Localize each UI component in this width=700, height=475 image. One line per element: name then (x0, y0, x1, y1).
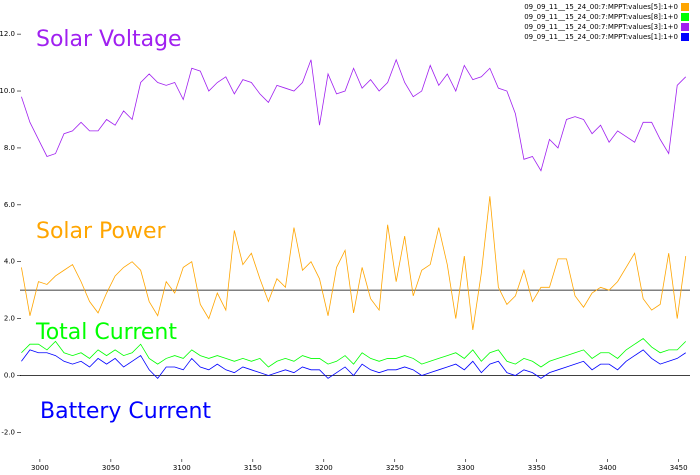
x-tick-label: 3150 (244, 464, 262, 472)
y-tick-label: 12.0 (0, 30, 15, 38)
y-tick-label: 0.0 (4, 372, 15, 380)
y-tick-label: 2.0 (4, 315, 15, 323)
legend-label: 09_09_11__15_24_00:7:MPPT:values[8]:1+0 (524, 13, 678, 21)
x-tick-label: 3000 (31, 464, 49, 472)
annotation: Solar Voltage (36, 27, 182, 52)
x-tick-label: 3400 (599, 464, 617, 472)
series-line (21, 196, 687, 331)
y-tick-label: 8.0 (4, 144, 15, 152)
x-tick-label: 3100 (173, 464, 191, 472)
x-tick-label: 3450 (670, 464, 688, 472)
x-tick-label: 3050 (102, 464, 120, 472)
annotation: Battery Current (40, 399, 211, 424)
legend-swatch (681, 3, 689, 11)
x-tick-label: 3300 (457, 464, 475, 472)
series-line (21, 338, 687, 368)
series-line (21, 58, 687, 172)
x-tick-label: 3200 (315, 464, 333, 472)
series-line (21, 349, 686, 379)
legend-swatch (681, 33, 689, 41)
y-tick-label: 10.0 (0, 87, 15, 95)
legend-swatch (681, 23, 689, 31)
x-tick-label: 3350 (528, 464, 546, 472)
legend-label: 09_09_11__15_24_00:7:MPPT:values[3]:1+0 (524, 23, 678, 31)
x-tick-label: 3250 (386, 464, 404, 472)
y-tick-label: 4.0 (4, 258, 15, 266)
legend-swatch (681, 13, 689, 21)
y-tick-label: -2.0 (1, 428, 15, 436)
annotation: Total Current (35, 320, 177, 345)
legend-label: 09_09_11__15_24_00:7:MPPT:values[5]:1+0 (524, 3, 678, 11)
annotation: Solar Power (36, 219, 167, 244)
y-tick-label: 6.0 (4, 201, 15, 209)
legend-label: 09_09_11__15_24_00:7:MPPT:values[1]:1+0 (524, 33, 678, 41)
